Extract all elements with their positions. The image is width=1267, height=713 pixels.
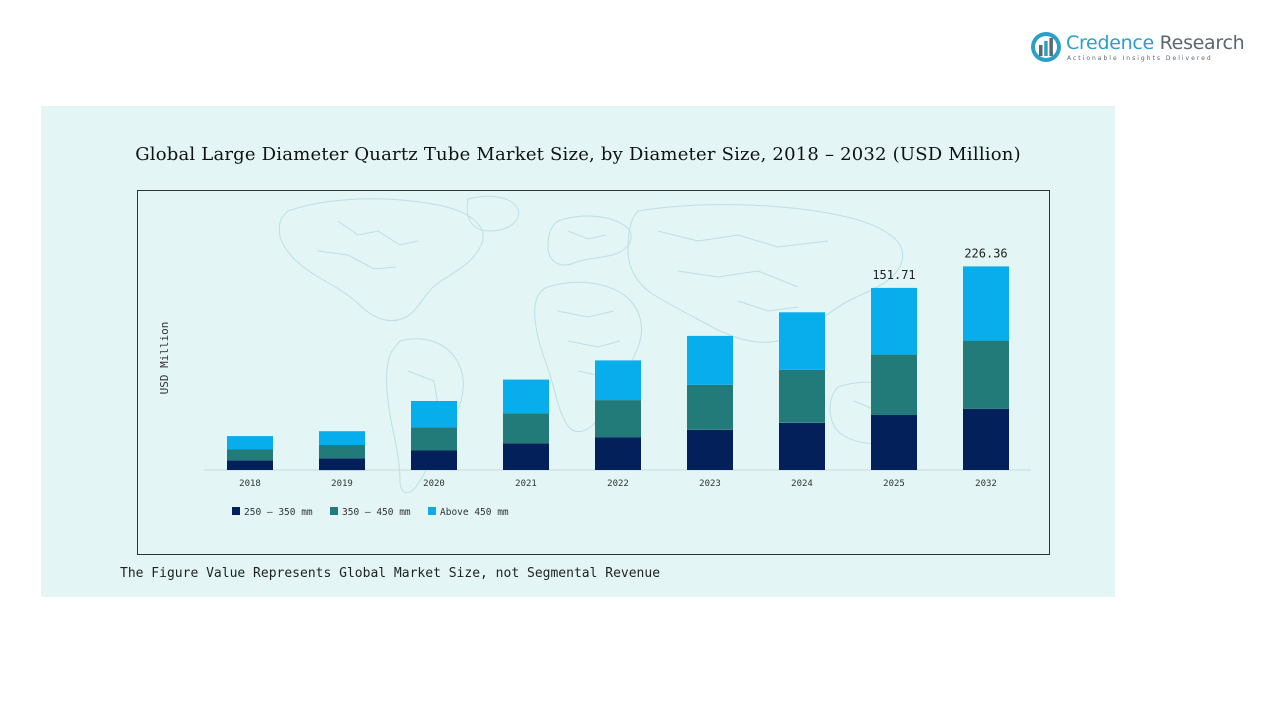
logo-tagline: Actionable Insights Delivered (1067, 55, 1213, 62)
footnote: The Figure Value Represents Global Marke… (120, 566, 661, 581)
bar-segment-2020-series-1 (411, 427, 457, 451)
chart-title: Global Large Diameter Quartz Tube Market… (135, 144, 1021, 165)
x-tick-label-2018: 2018 (239, 479, 261, 489)
legend-swatch-0 (232, 507, 240, 515)
bar-segment-2020-series-2 (411, 401, 457, 428)
legend-label-2: Above 450 mm (440, 507, 509, 518)
bar-segment-2024-series-2 (779, 312, 825, 370)
logo-mark-icon (1031, 32, 1061, 62)
bar-segment-2019-series-2 (319, 431, 365, 445)
bar-segment-2025-series-2 (871, 287, 917, 355)
bar-segment-2018-series-1 (227, 449, 273, 461)
legend-label-0: 250 – 350 mm (244, 507, 313, 518)
bar-segment-2022-series-0 (595, 437, 641, 470)
bar-segment-2021-series-2 (503, 379, 549, 414)
bar-segment-2022-series-2 (595, 360, 641, 401)
x-tick-labels: 2018 2019 2020 2021 2022 2023 2024 2025 2032 (239, 479, 997, 489)
x-tick-label-2025: 2025 (883, 479, 905, 489)
bar-segment-2023-series-0 (687, 429, 733, 470)
total-labels: 151.71 226.36 (872, 246, 1007, 282)
logo-name: Credence Research (1066, 32, 1245, 54)
bar-segment-2032-series-1 (963, 340, 1009, 409)
world-map-watermark-icon (278, 195, 914, 494)
x-tick-label-2021: 2021 (515, 479, 537, 489)
bars-group (227, 266, 1009, 471)
bar-segment-2024-series-0 (779, 422, 825, 470)
bar-segment-2025-series-0 (871, 415, 917, 470)
x-tick-label-2019: 2019 (331, 479, 353, 489)
y-axis-label: USD Million (158, 322, 171, 395)
legend-swatch-2 (428, 507, 436, 515)
bar-segment-2023-series-2 (687, 335, 733, 385)
bar-segment-2019-series-1 (319, 445, 365, 459)
chart-panel: Global Large Diameter Quartz Tube Market… (41, 106, 1115, 597)
x-tick-label-2022: 2022 (607, 479, 629, 489)
bar-segment-2021-series-1 (503, 413, 549, 444)
bar-segment-2020-series-0 (411, 450, 457, 470)
bar-segment-2032-series-2 (963, 266, 1009, 341)
bar-segment-2024-series-1 (779, 369, 825, 423)
logo-name-credence: Credence (1066, 32, 1154, 54)
legend-swatch-1 (330, 507, 338, 515)
total-label-2025: 151.71 (872, 268, 915, 282)
bar-segment-2032-series-0 (963, 408, 1009, 470)
plot-box: USD Million 2018 2019 2020 2021 2022 2023 2024… (137, 190, 1050, 555)
bar-segment-2022-series-1 (595, 400, 641, 438)
legend: 250 – 350 mm 350 – 450 mm Above 450 mm (232, 507, 509, 518)
x-tick-label-2020: 2020 (423, 479, 445, 489)
bar-segment-2025-series-1 (871, 354, 917, 415)
bar-segment-2023-series-1 (687, 384, 733, 430)
bar-segment-2019-series-0 (319, 458, 365, 471)
stacked-bar-chart: USD Million 2018 2019 2020 2021 2022 2023 2024… (158, 246, 1031, 518)
legend-label-1: 350 – 450 mm (342, 507, 411, 518)
x-tick-label-2024: 2024 (791, 479, 813, 489)
bar-segment-2018-series-2 (227, 436, 273, 450)
bar-segment-2018-series-0 (227, 460, 273, 470)
credence-research-logo: Credence Research Actionable Insights De… (1030, 30, 1245, 66)
logo-name-research: Research (1153, 32, 1245, 54)
x-tick-label-2023: 2023 (699, 479, 721, 489)
total-label-2032: 226.36 (964, 246, 1007, 260)
bar-segment-2021-series-0 (503, 443, 549, 470)
x-tick-label-2032: 2032 (975, 479, 997, 489)
